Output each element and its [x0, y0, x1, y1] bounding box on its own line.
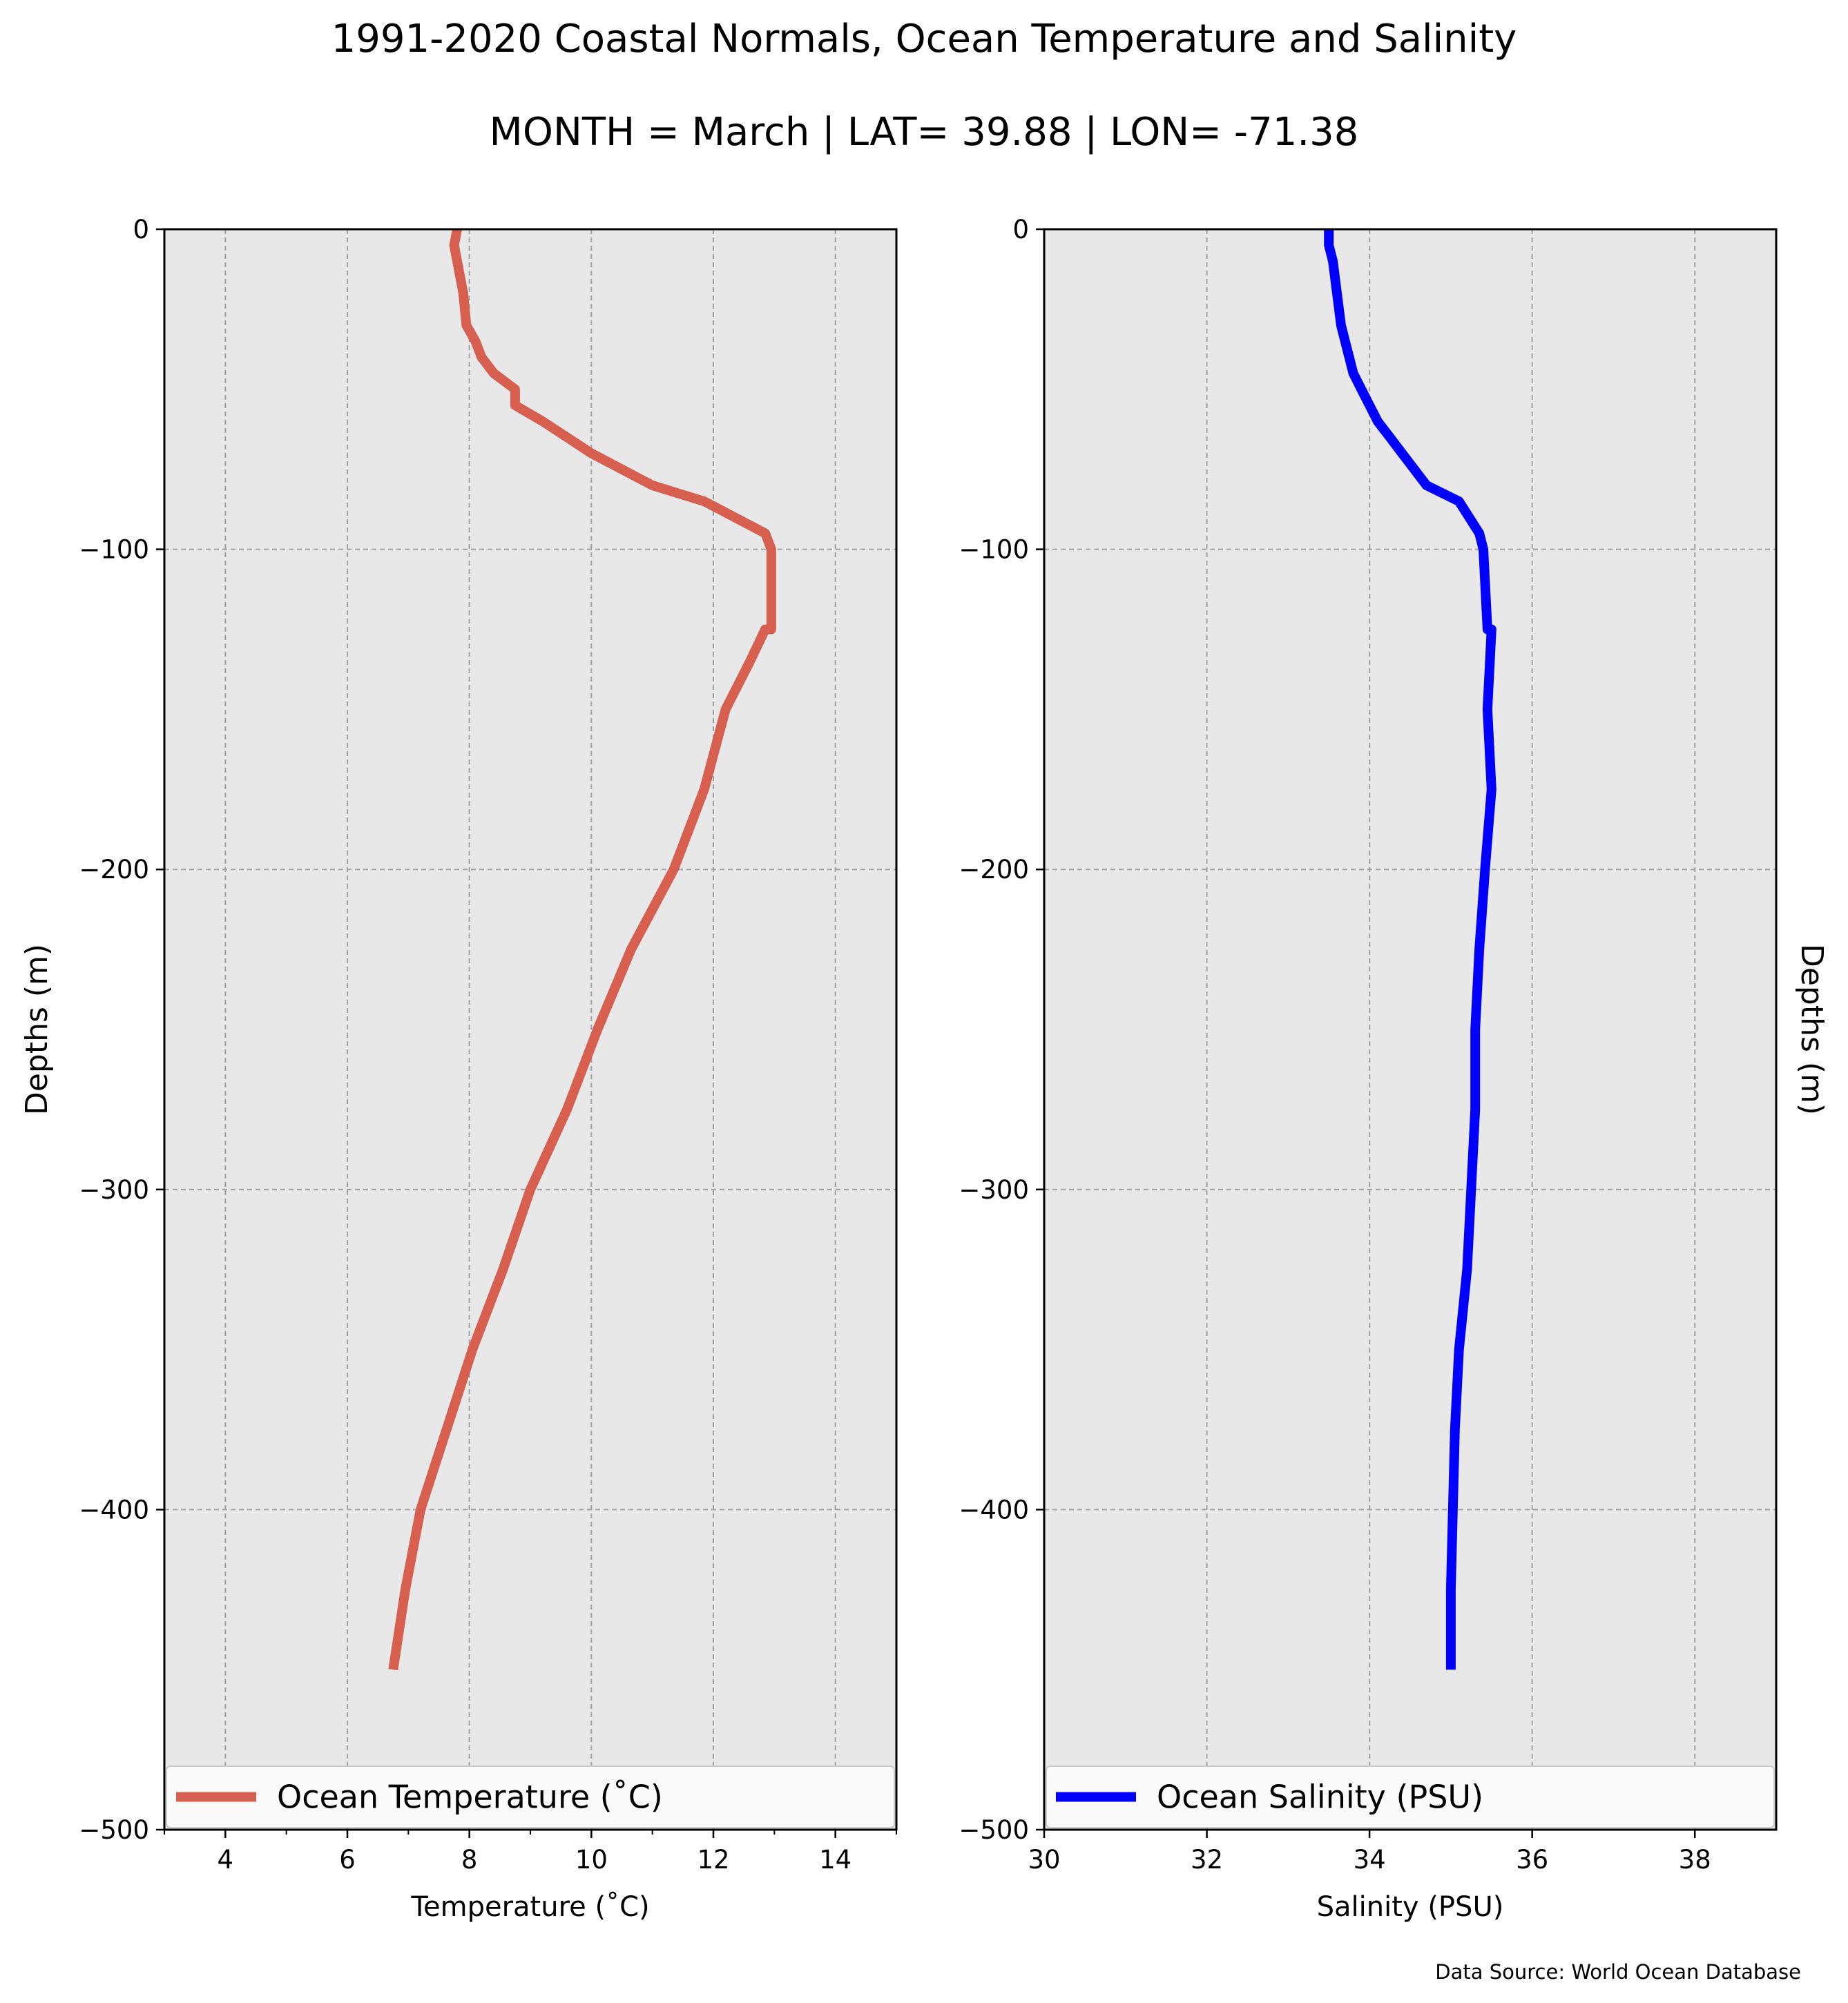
temperature-legend-box: [166, 1765, 895, 1828]
temperature-x-axis-label: Temperature (˚C): [410, 1891, 649, 1923]
salinity-panel: 30 32 34 36 38 0 −100 −200 −300 −400 −500 Ocean Sa…: [959, 215, 1829, 1923]
x-tick-label: 12: [697, 1845, 729, 1875]
y-tick-label: −100: [959, 535, 1029, 565]
y-tick-label: −300: [79, 1175, 149, 1205]
temperature-axes-frame: [163, 228, 898, 1831]
temperature-series-line: [388, 228, 776, 1671]
salinity-y-axis-label: Depths (m): [1794, 944, 1829, 1115]
salinity-axis-ticks: 30 32 34 36 38 0 −100 −200 −300 −400 −500: [959, 215, 1711, 1875]
temperature-panel: 4 6 8 10 12 14 0 −100 −200 −300 −400 −500 Ocean Tem…: [19, 215, 898, 1923]
y-tick-label: 0: [1012, 215, 1029, 244]
salinity-x-axis-label: Salinity (PSU): [1317, 1891, 1504, 1923]
x-tick-label: 4: [218, 1845, 234, 1875]
y-tick-label: 0: [133, 215, 149, 244]
x-tick-label: 34: [1354, 1845, 1386, 1875]
temperature-gridlines: [164, 229, 896, 1830]
y-tick-label: −400: [79, 1495, 149, 1525]
y-tick-label: −100: [79, 535, 149, 565]
temperature-legend-label: Ocean Temperature (˚C): [277, 1779, 663, 1816]
x-tick-label: 8: [461, 1845, 478, 1875]
x-tick-label: 32: [1191, 1845, 1223, 1875]
salinity-legend: Ocean Salinity (PSU): [1046, 1765, 1775, 1828]
salinity-plot-area: [1044, 229, 1776, 1830]
temperature-axis-ticks: 4 6 8 10 12 14 0 −100 −200 −300 −400 −500: [79, 215, 897, 1875]
salinity-legend-label: Ocean Salinity (PSU): [1157, 1779, 1483, 1816]
y-tick-label: −200: [79, 855, 149, 884]
x-tick-label: 14: [819, 1845, 851, 1875]
chart-subtitle: MONTH = March | LAT= 39.88 | LON= -71.38: [490, 110, 1359, 155]
x-tick-label: 36: [1516, 1845, 1548, 1875]
data-source-note: Data Source: World Ocean Database: [1435, 1960, 1801, 1984]
temperature-plot-area: [164, 229, 896, 1830]
y-tick-label: −500: [959, 1815, 1029, 1845]
temperature-legend: Ocean Temperature (˚C): [166, 1765, 895, 1828]
x-tick-label: 6: [339, 1845, 356, 1875]
salinity-series-line: [1324, 229, 1496, 1670]
x-tick-label: 10: [575, 1845, 608, 1875]
x-tick-label: 38: [1679, 1845, 1711, 1875]
chart-title: 1991-2020 Coastal Normals, Ocean Tempera…: [331, 17, 1517, 61]
temperature-y-axis-label: Depths (m): [19, 944, 55, 1115]
salinity-axes-frame: [1043, 228, 1778, 1831]
y-tick-label: −500: [79, 1815, 149, 1845]
y-tick-label: −300: [959, 1175, 1029, 1205]
y-tick-label: −200: [959, 855, 1029, 884]
salinity-gridlines: [1044, 229, 1776, 1830]
y-tick-label: −400: [959, 1495, 1029, 1525]
x-tick-label: 30: [1028, 1845, 1060, 1875]
salinity-legend-box: [1046, 1765, 1775, 1828]
